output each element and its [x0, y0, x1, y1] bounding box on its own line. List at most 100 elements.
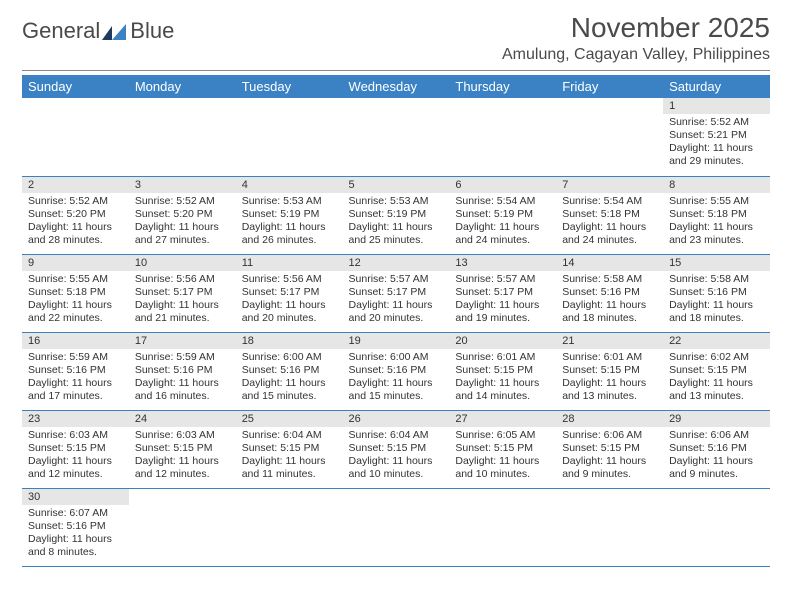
- sunrise-line: Sunrise: 5:55 AM: [28, 273, 123, 286]
- calendar-cell: 28Sunrise: 6:06 AMSunset: 5:15 PMDayligh…: [556, 410, 663, 488]
- day-content: Sunrise: 5:59 AMSunset: 5:16 PMDaylight:…: [22, 349, 129, 408]
- sunrise-line: Sunrise: 5:54 AM: [455, 195, 550, 208]
- sunrise-line: Sunrise: 5:54 AM: [562, 195, 657, 208]
- weekday-header: Tuesday: [236, 75, 343, 98]
- daylight-line: Daylight: 11 hours and 19 minutes.: [455, 299, 550, 325]
- sunset-line: Sunset: 5:15 PM: [135, 442, 230, 455]
- sunrise-line: Sunrise: 6:04 AM: [242, 429, 337, 442]
- day-number: 14: [556, 255, 663, 271]
- sunset-line: Sunset: 5:19 PM: [242, 208, 337, 221]
- month-title: November 2025: [502, 12, 770, 44]
- calendar-cell: 14Sunrise: 5:58 AMSunset: 5:16 PMDayligh…: [556, 254, 663, 332]
- calendar-cell: 4Sunrise: 5:53 AMSunset: 5:19 PMDaylight…: [236, 176, 343, 254]
- calendar-cell: 21Sunrise: 6:01 AMSunset: 5:15 PMDayligh…: [556, 332, 663, 410]
- daylight-line: Daylight: 11 hours and 8 minutes.: [28, 533, 123, 559]
- daylight-line: Daylight: 11 hours and 20 minutes.: [349, 299, 444, 325]
- sunset-line: Sunset: 5:20 PM: [135, 208, 230, 221]
- daylight-line: Daylight: 11 hours and 10 minutes.: [349, 455, 444, 481]
- calendar-cell: 6Sunrise: 5:54 AMSunset: 5:19 PMDaylight…: [449, 176, 556, 254]
- calendar-cell: 18Sunrise: 6:00 AMSunset: 5:16 PMDayligh…: [236, 332, 343, 410]
- day-number: 27: [449, 411, 556, 427]
- sunset-line: Sunset: 5:18 PM: [28, 286, 123, 299]
- day-number: 13: [449, 255, 556, 271]
- day-number: 11: [236, 255, 343, 271]
- sunset-line: Sunset: 5:17 PM: [455, 286, 550, 299]
- day-number: 24: [129, 411, 236, 427]
- sunrise-line: Sunrise: 6:05 AM: [455, 429, 550, 442]
- calendar-cell: 30Sunrise: 6:07 AMSunset: 5:16 PMDayligh…: [22, 488, 129, 566]
- daylight-line: Daylight: 11 hours and 25 minutes.: [349, 221, 444, 247]
- calendar-cell: 12Sunrise: 5:57 AMSunset: 5:17 PMDayligh…: [343, 254, 450, 332]
- calendar-cell-empty: [556, 98, 663, 176]
- daylight-line: Daylight: 11 hours and 15 minutes.: [349, 377, 444, 403]
- sunset-line: Sunset: 5:18 PM: [669, 208, 764, 221]
- sunrise-line: Sunrise: 5:52 AM: [28, 195, 123, 208]
- calendar-cell-blank: [236, 488, 343, 566]
- calendar-cell: 29Sunrise: 6:06 AMSunset: 5:16 PMDayligh…: [663, 410, 770, 488]
- calendar-cell-empty: [449, 98, 556, 176]
- calendar-cell-blank: [343, 488, 450, 566]
- day-content: Sunrise: 6:04 AMSunset: 5:15 PMDaylight:…: [236, 427, 343, 486]
- calendar-cell: 24Sunrise: 6:03 AMSunset: 5:15 PMDayligh…: [129, 410, 236, 488]
- sunset-line: Sunset: 5:16 PM: [562, 286, 657, 299]
- day-number: 3: [129, 177, 236, 193]
- daylight-line: Daylight: 11 hours and 26 minutes.: [242, 221, 337, 247]
- daylight-line: Daylight: 11 hours and 27 minutes.: [135, 221, 230, 247]
- calendar-cell-empty: [22, 98, 129, 176]
- calendar-cell: 15Sunrise: 5:58 AMSunset: 5:16 PMDayligh…: [663, 254, 770, 332]
- calendar-cell: 16Sunrise: 5:59 AMSunset: 5:16 PMDayligh…: [22, 332, 129, 410]
- sunset-line: Sunset: 5:15 PM: [455, 364, 550, 377]
- day-content: Sunrise: 6:05 AMSunset: 5:15 PMDaylight:…: [449, 427, 556, 486]
- day-content: Sunrise: 5:57 AMSunset: 5:17 PMDaylight:…: [449, 271, 556, 330]
- sunset-line: Sunset: 5:19 PM: [455, 208, 550, 221]
- day-content: Sunrise: 6:00 AMSunset: 5:16 PMDaylight:…: [236, 349, 343, 408]
- daylight-line: Daylight: 11 hours and 23 minutes.: [669, 221, 764, 247]
- sunset-line: Sunset: 5:18 PM: [562, 208, 657, 221]
- calendar-cell: 27Sunrise: 6:05 AMSunset: 5:15 PMDayligh…: [449, 410, 556, 488]
- day-content: Sunrise: 5:53 AMSunset: 5:19 PMDaylight:…: [343, 193, 450, 252]
- daylight-line: Daylight: 11 hours and 14 minutes.: [455, 377, 550, 403]
- calendar-cell-empty: [236, 98, 343, 176]
- sunset-line: Sunset: 5:16 PM: [349, 364, 444, 377]
- day-content: Sunrise: 5:52 AMSunset: 5:20 PMDaylight:…: [129, 193, 236, 252]
- day-number: 10: [129, 255, 236, 271]
- calendar-cell-blank: [449, 488, 556, 566]
- daylight-line: Daylight: 11 hours and 12 minutes.: [28, 455, 123, 481]
- daylight-line: Daylight: 11 hours and 20 minutes.: [242, 299, 337, 325]
- calendar-row: 23Sunrise: 6:03 AMSunset: 5:15 PMDayligh…: [22, 410, 770, 488]
- day-content: Sunrise: 6:02 AMSunset: 5:15 PMDaylight:…: [663, 349, 770, 408]
- day-number: 21: [556, 333, 663, 349]
- calendar-row: 2Sunrise: 5:52 AMSunset: 5:20 PMDaylight…: [22, 176, 770, 254]
- calendar-cell: 3Sunrise: 5:52 AMSunset: 5:20 PMDaylight…: [129, 176, 236, 254]
- sunrise-line: Sunrise: 6:00 AM: [242, 351, 337, 364]
- day-content: Sunrise: 5:59 AMSunset: 5:16 PMDaylight:…: [129, 349, 236, 408]
- sunrise-line: Sunrise: 5:56 AM: [242, 273, 337, 286]
- day-number: 5: [343, 177, 450, 193]
- brand-logo: General Blue: [22, 12, 174, 44]
- calendar-row: 1Sunrise: 5:52 AMSunset: 5:21 PMDaylight…: [22, 98, 770, 176]
- day-content: Sunrise: 5:55 AMSunset: 5:18 PMDaylight:…: [663, 193, 770, 252]
- weekday-header-row: Sunday Monday Tuesday Wednesday Thursday…: [22, 75, 770, 98]
- day-content: Sunrise: 6:00 AMSunset: 5:16 PMDaylight:…: [343, 349, 450, 408]
- calendar-cell: 19Sunrise: 6:00 AMSunset: 5:16 PMDayligh…: [343, 332, 450, 410]
- brand-part2: Blue: [130, 18, 174, 44]
- sunset-line: Sunset: 5:17 PM: [242, 286, 337, 299]
- day-content: Sunrise: 6:01 AMSunset: 5:15 PMDaylight:…: [556, 349, 663, 408]
- day-number: 4: [236, 177, 343, 193]
- daylight-line: Daylight: 11 hours and 18 minutes.: [669, 299, 764, 325]
- calendar-cell: 25Sunrise: 6:04 AMSunset: 5:15 PMDayligh…: [236, 410, 343, 488]
- daylight-line: Daylight: 11 hours and 9 minutes.: [562, 455, 657, 481]
- brand-part1: General: [22, 18, 100, 44]
- sunset-line: Sunset: 5:17 PM: [135, 286, 230, 299]
- sunset-line: Sunset: 5:19 PM: [349, 208, 444, 221]
- daylight-line: Daylight: 11 hours and 16 minutes.: [135, 377, 230, 403]
- sunset-line: Sunset: 5:15 PM: [349, 442, 444, 455]
- day-number: 1: [663, 98, 770, 114]
- day-content: Sunrise: 6:01 AMSunset: 5:15 PMDaylight:…: [449, 349, 556, 408]
- day-number: 25: [236, 411, 343, 427]
- calendar-cell: 17Sunrise: 5:59 AMSunset: 5:16 PMDayligh…: [129, 332, 236, 410]
- calendar-cell: 7Sunrise: 5:54 AMSunset: 5:18 PMDaylight…: [556, 176, 663, 254]
- calendar-cell: 8Sunrise: 5:55 AMSunset: 5:18 PMDaylight…: [663, 176, 770, 254]
- location-subtitle: Amulung, Cagayan Valley, Philippines: [502, 46, 770, 64]
- daylight-line: Daylight: 11 hours and 13 minutes.: [669, 377, 764, 403]
